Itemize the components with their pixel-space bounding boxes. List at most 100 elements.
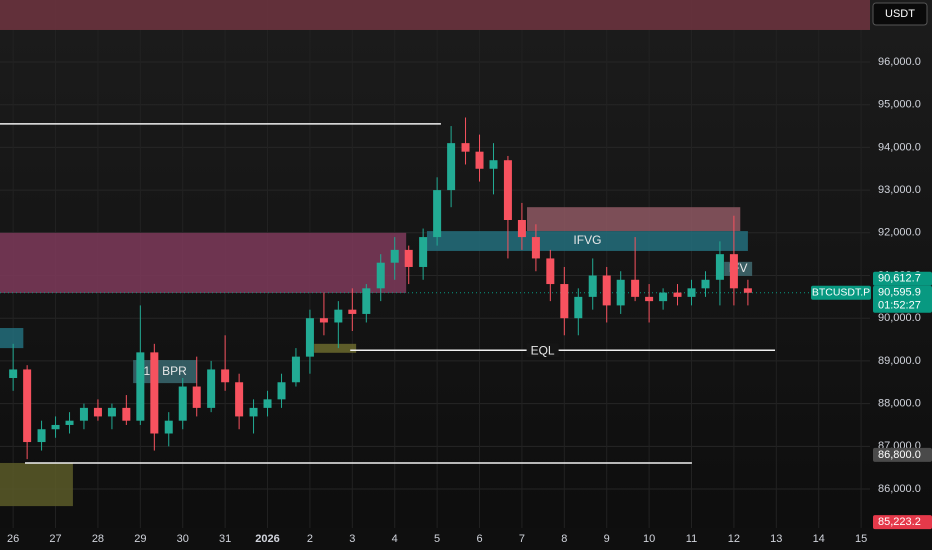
- candle-body: [192, 386, 201, 408]
- candle-body: [207, 369, 216, 408]
- candle-body: [419, 237, 428, 267]
- candle-body: [348, 309, 357, 314]
- candle-body: [277, 382, 286, 400]
- currency-box[interactable]: [872, 2, 928, 26]
- candle-body: [631, 279, 640, 297]
- y-tick-label: 93,000.0: [878, 184, 921, 196]
- zone-label: 1H BPR: [143, 364, 187, 378]
- candle-body: [517, 219, 526, 238]
- price-tag-label: 90,612.7: [878, 273, 921, 285]
- x-tick-label: 6: [476, 533, 482, 545]
- x-tick-label: 2: [307, 533, 313, 545]
- candle-body: [334, 309, 343, 323]
- candle-body: [136, 352, 145, 421]
- x-tick-label: 3: [349, 533, 355, 545]
- x-axis-band: [0, 528, 932, 550]
- y-tick-label: 92,000.0: [878, 227, 921, 239]
- zone: [133, 360, 198, 384]
- candle-body: [23, 369, 32, 443]
- candle-body: [560, 284, 569, 319]
- y-tick-label: 96,000.0: [878, 56, 921, 68]
- last-price-tag: [873, 285, 932, 313]
- candle-body: [531, 237, 540, 259]
- candle-body: [178, 386, 187, 421]
- candle-body: [263, 399, 272, 408]
- candle-body: [659, 292, 668, 302]
- countdown-label: 01:52:27: [878, 300, 921, 312]
- candle-body: [715, 254, 724, 280]
- x-tick-label: 2026: [255, 533, 279, 545]
- y-tick-label: 90,000.0: [878, 312, 921, 324]
- candle-body: [588, 275, 597, 297]
- candle-body: [743, 288, 752, 293]
- candle-body: [390, 249, 399, 263]
- x-tick-label: 8: [561, 533, 567, 545]
- candle-body: [51, 424, 60, 430]
- y-tick-label: 89,000.0: [878, 355, 921, 367]
- candle-body: [319, 318, 328, 323]
- x-tick-label: 4: [392, 533, 398, 545]
- x-tick-label: 7: [519, 533, 525, 545]
- zone: [0, 232, 407, 294]
- x-tick-label: 27: [49, 533, 61, 545]
- y-tick-label: 95,000.0: [878, 99, 921, 111]
- candle-body: [93, 407, 102, 417]
- level-label-bg: [526, 343, 559, 358]
- candle-body: [221, 369, 230, 383]
- candle-body: [37, 429, 46, 443]
- candle-body: [9, 369, 18, 378]
- candle-body: [701, 279, 710, 289]
- x-tick-label: 9: [604, 533, 610, 545]
- price-tag: [873, 271, 932, 286]
- candle-body: [602, 275, 611, 306]
- candle-body: [673, 292, 682, 297]
- candle-body: [503, 160, 512, 220]
- x-tick-label: 14: [813, 533, 825, 545]
- candle-body: [404, 249, 413, 267]
- currency-label[interactable]: USDT: [885, 8, 915, 20]
- candle-body: [305, 318, 314, 357]
- zone: [0, 462, 73, 507]
- x-tick-label: 30: [177, 533, 189, 545]
- price-tag-label: 85,223.2: [878, 516, 921, 528]
- candle-body: [475, 151, 484, 169]
- candle-body: [489, 160, 498, 169]
- x-tick-label: 5: [434, 533, 440, 545]
- last-price-label: 90,595.9: [878, 287, 921, 299]
- candle-body: [687, 288, 696, 297]
- candle-body: [150, 352, 159, 434]
- zone: [527, 207, 741, 232]
- zone: [0, 0, 870, 30]
- candle-body: [461, 143, 470, 152]
- x-tick-label: 11: [686, 533, 697, 545]
- price-tag: [873, 447, 932, 462]
- zone-label: IFVG: [573, 233, 601, 247]
- candle-body: [616, 279, 625, 306]
- candle-body: [79, 407, 88, 421]
- price-tag: [873, 515, 932, 530]
- symbol-tag: [811, 285, 871, 300]
- y-tick-label: 88,000.0: [878, 398, 921, 410]
- candle-body: [376, 262, 385, 289]
- x-tick-label: 31: [219, 533, 231, 545]
- candle-body: [164, 420, 173, 434]
- candle-body: [107, 407, 116, 417]
- x-tick-label: 28: [92, 533, 104, 545]
- candle-body: [362, 288, 371, 314]
- candle-body: [729, 254, 738, 289]
- zone: [426, 231, 748, 251]
- x-tick-label: 13: [770, 533, 782, 545]
- level-label: EQL: [531, 343, 555, 357]
- x-tick-label: 10: [643, 533, 655, 545]
- price-tag-label: 86,800.0: [878, 449, 921, 461]
- x-tick-label: 15: [855, 533, 867, 545]
- candle-body: [122, 407, 131, 421]
- candle-body: [65, 420, 74, 425]
- candle-body: [291, 356, 300, 383]
- candle-body: [645, 296, 654, 302]
- symbol-label: BTCUSDT.P: [812, 287, 870, 299]
- candle-body: [249, 407, 258, 417]
- candle-body: [433, 190, 442, 238]
- y-tick-label: 94,000.0: [878, 141, 921, 153]
